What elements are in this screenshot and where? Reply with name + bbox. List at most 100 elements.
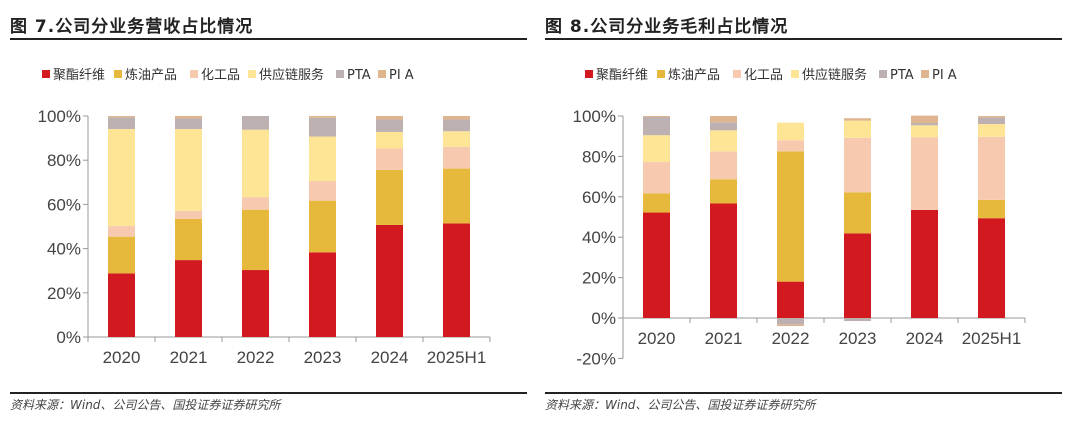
bar-segment (108, 236, 135, 274)
bar-segment (108, 117, 135, 130)
bar-segment (911, 209, 938, 318)
bar-segment (643, 135, 670, 163)
bar-segment (844, 318, 871, 322)
bar-segment (309, 117, 336, 137)
bar-segment (242, 129, 269, 198)
bar-segment (710, 179, 737, 204)
bar-segment (911, 137, 938, 210)
bar-segment (844, 233, 871, 318)
bar-segment (978, 199, 1005, 219)
legend-item: 供应链服务 (248, 67, 324, 83)
revenue-share-chart: 聚酯纤维 炼油产品 化工品 供应链服务 PTA PI A 0% 20% 40% 60% 80% 100… (38, 67, 491, 367)
bar-segment (978, 136, 1005, 200)
bar-stack-2020 (108, 116, 135, 337)
bar-stack-2020 (643, 116, 670, 318)
bar-segment (376, 169, 403, 225)
bar-segment (242, 116, 269, 130)
bar-stack-2024 (376, 116, 403, 337)
bar-segment (175, 260, 202, 337)
legend-item: 供应链服务 (791, 67, 867, 83)
bar-segment (443, 146, 470, 169)
legend-swatch (657, 70, 665, 78)
x-tick-label: 2021 (705, 329, 743, 348)
bar-segment (376, 224, 403, 337)
legend-label: PI A (932, 68, 957, 83)
legend-label: 化工品 (201, 68, 240, 83)
bar-segment (376, 119, 403, 132)
x-tick-label: 2022 (772, 329, 810, 348)
source-note: 资料来源：Wind、公司公告、国投证券证券研究所 (545, 398, 816, 412)
legend-item: 炼油产品 (114, 68, 177, 83)
legend-item: PTA (336, 68, 371, 83)
bar-segment (777, 140, 804, 152)
bar-segment (844, 192, 871, 234)
legend-item: PI A (921, 68, 957, 83)
legend-swatch (921, 70, 929, 78)
legend-item: PTA (879, 68, 914, 83)
gross-profit-share-chart: 聚酯纤维 炼油产品 化工品 供应链服务 PTA PI A -20% 0% 20% 40% 60% 80… (573, 67, 1026, 368)
legend-label: 聚酯纤维 (53, 68, 105, 83)
y-tick-label: 40% (582, 228, 616, 247)
legend-swatch (378, 70, 386, 78)
bar-segment (175, 218, 202, 261)
bar-stack-2022 (242, 116, 269, 337)
bar-segment (710, 122, 737, 131)
y-tick-label: 100% (573, 107, 616, 126)
legend-label: 聚酯纤维 (596, 68, 648, 83)
bar-segment (443, 119, 470, 132)
legend-item: 聚酯纤维 (42, 68, 105, 83)
bar-segment (443, 223, 470, 337)
x-tick-label: 2025H1 (962, 329, 1022, 348)
x-tick-label: 2020 (103, 348, 141, 367)
bar-segment (242, 209, 269, 271)
bar-segment (777, 324, 804, 327)
legend-label: 炼油产品 (668, 68, 720, 83)
y-tick-label: 60% (47, 195, 81, 214)
bar-segment (777, 151, 804, 282)
bar-segment (777, 122, 804, 141)
x-tick-label: 2023 (304, 348, 342, 367)
bar-segment (844, 120, 871, 138)
x-tick-label: 2023 (839, 329, 877, 348)
bar-stack-2021 (175, 116, 202, 337)
bar-segment (710, 116, 737, 123)
bar-segment (911, 123, 938, 126)
x-tick-label: 2024 (906, 329, 944, 348)
x-tick-label: 2025H1 (427, 348, 487, 367)
bar-segment (376, 148, 403, 170)
bar-segment (443, 116, 470, 120)
y-tick-label: 0% (56, 328, 81, 347)
bar-segment (108, 273, 135, 337)
legend-swatch (42, 70, 50, 78)
y-tick-label: 80% (47, 151, 81, 170)
bar-stack-2024 (911, 115, 938, 318)
chart-title: 图 8.公司分业务毛利占比情况 (545, 17, 789, 37)
bar-segment (242, 270, 269, 337)
bar-segment (911, 115, 938, 124)
bar-segment (309, 136, 336, 181)
legend-item: PI A (378, 68, 414, 83)
bar-segment (978, 124, 1005, 137)
x-tick-label: 2022 (237, 348, 275, 367)
bar-segment (710, 151, 737, 180)
source-divider (545, 392, 1062, 394)
bar-segment (175, 129, 202, 211)
y-tick-label: 60% (582, 188, 616, 207)
bar-segment (309, 200, 336, 253)
y-tick-label: 80% (582, 147, 616, 166)
source-note: 资料来源：Wind、公司公告、国投证券证券研究所 (10, 398, 281, 412)
legend-label: 化工品 (744, 68, 783, 83)
bar-segment (911, 125, 938, 138)
bar-segment (643, 117, 670, 136)
legend-item: 化工品 (733, 68, 783, 83)
bar-segment (242, 197, 269, 210)
bar-segment (175, 118, 202, 130)
bar-segment (844, 118, 871, 121)
legend-item: 聚酯纤维 (585, 68, 648, 83)
legend-label: 供应链服务 (259, 67, 324, 83)
bar-segment (175, 116, 202, 119)
legend-item: 炼油产品 (657, 68, 720, 83)
bar-stack-2023 (309, 116, 336, 337)
y-tick-label: 100% (38, 107, 81, 126)
legend: 聚酯纤维 炼油产品 化工品 供应链服务 PTA PI A (42, 67, 414, 83)
